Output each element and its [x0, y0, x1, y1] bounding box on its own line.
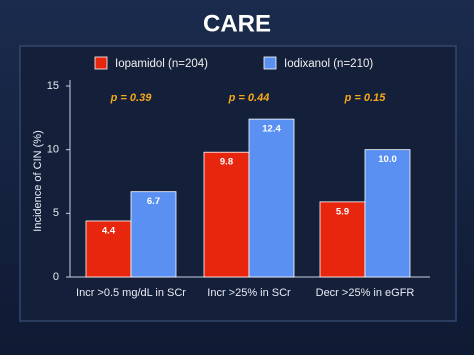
x-tick-label: Incr >0.5 mg/dL in SCr [76, 287, 186, 299]
bar [364, 149, 411, 278]
legend-label: Iodixanol (n=210) [284, 58, 373, 70]
p-value: p = 0.39 [110, 92, 153, 104]
x-tick-label: Decr >25% in eGFR [316, 287, 415, 299]
bar [319, 201, 366, 278]
data-label: 9.8 [220, 157, 233, 168]
y-tick-label: 10 [47, 144, 59, 156]
p-value: p = 0.15 [344, 92, 387, 104]
y-tick-label: 0 [53, 271, 59, 283]
bar [85, 220, 132, 278]
bar [130, 191, 177, 278]
data-label: 12.4 [262, 124, 281, 135]
data-label: 4.4 [102, 225, 116, 236]
y-tick-label: 15 [47, 80, 59, 92]
bar [248, 118, 295, 278]
data-label: 6.7 [147, 196, 160, 207]
bar [203, 151, 250, 278]
legend-swatch [94, 56, 108, 70]
legend-swatch [263, 56, 277, 70]
chart-title: CARE [203, 10, 271, 37]
x-tick-label: Incr >25% in SCr [207, 287, 291, 299]
y-tick-label: 5 [53, 207, 59, 219]
data-label: 10.0 [378, 154, 397, 165]
legend-label: Iopamidol (n=204) [115, 58, 208, 70]
p-value: p = 0.44 [228, 92, 270, 104]
data-label: 5.9 [336, 206, 349, 217]
y-axis-label: Incidence of CIN (%) [32, 130, 44, 231]
